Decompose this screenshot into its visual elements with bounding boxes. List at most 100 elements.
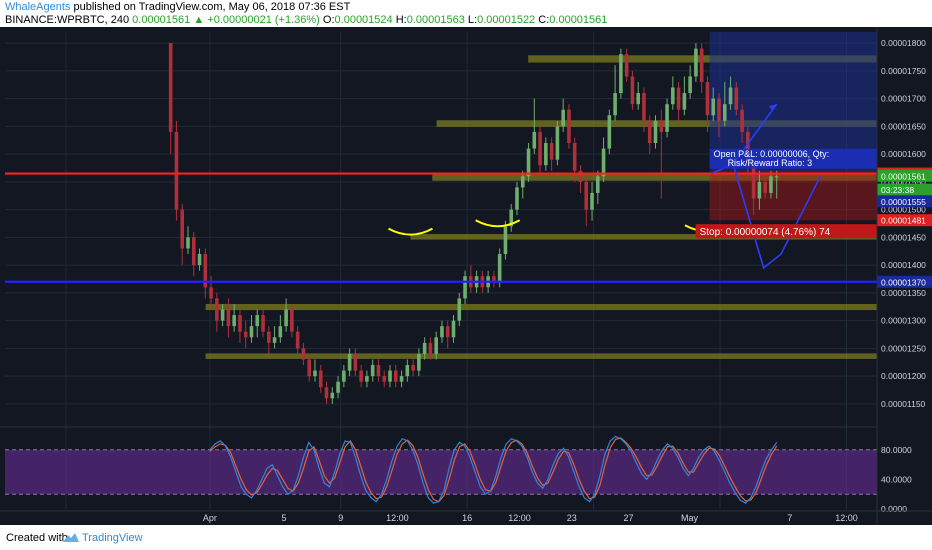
tradingview-brand[interactable]: TradingView (82, 532, 143, 544)
price-tick-label: 0.00001450 (881, 232, 926, 242)
time-tick-label: 12:00 (386, 513, 409, 523)
price-tick-label: 0.00001800 (881, 38, 926, 48)
candle-body (711, 98, 716, 116)
candle-body (584, 181, 589, 210)
time-tick-label: May (681, 513, 699, 523)
risk-reward-label: Risk/Reward Ratio: 3 (728, 158, 813, 168)
yellow-arc-annotation (388, 227, 433, 236)
candle-body (590, 192, 594, 210)
position-info-box (709, 148, 877, 169)
candle-body (682, 93, 687, 110)
candle-body (532, 131, 537, 149)
up-arrow-icon: ▲ (193, 14, 205, 26)
zone-rectangle (410, 234, 877, 240)
candle-body (607, 115, 612, 149)
price-tick-label: 0.00001550 (881, 177, 926, 187)
candle-body (307, 359, 312, 377)
candle-body (665, 104, 669, 132)
candle-body (492, 276, 496, 282)
candle-body (561, 109, 565, 127)
price-tick-label: 0.00001700 (881, 94, 926, 104)
candle-body (267, 331, 271, 343)
candle-body (428, 342, 433, 354)
candle-body (445, 326, 450, 338)
candle-body (763, 181, 767, 193)
candle-body (740, 109, 744, 132)
candle-body (238, 315, 242, 332)
close-value: 0.00001561 (549, 14, 608, 26)
candle-body (284, 309, 288, 327)
published-text: published on TradingView.com, May 06, 20… (73, 1, 351, 13)
candle-body (757, 181, 762, 199)
time-tick-label: 7 (787, 513, 792, 523)
price-label-tag (877, 214, 932, 227)
time-tick-label: 27 (623, 513, 633, 523)
candle-body (694, 48, 698, 77)
candle-body (168, 43, 173, 132)
candle-body (197, 254, 202, 266)
price-tick-label: 0.00001500 (881, 205, 926, 215)
oscillator-tick-label: 80.0000 (881, 445, 912, 455)
candle-body (671, 87, 675, 105)
candle-body (722, 104, 727, 121)
stop-loss-box (709, 170, 877, 221)
candle-body (613, 93, 617, 116)
projection-arrow-icon (768, 104, 777, 112)
candle-body (243, 331, 248, 338)
candle-body (347, 353, 352, 371)
candle-body (255, 315, 260, 327)
candle-body (624, 54, 629, 77)
candle-body (619, 54, 623, 94)
candle-body (699, 48, 704, 82)
footer: Created with TradingView (0, 525, 932, 550)
candle-body (318, 370, 323, 388)
candle-body (647, 120, 652, 144)
candle-body (342, 370, 346, 382)
candle-body (526, 148, 531, 177)
candle-body (572, 143, 577, 171)
price-tick-label: 0.00001400 (881, 260, 926, 270)
time-tick-label: 23 (567, 513, 577, 523)
candle-body (769, 176, 773, 193)
publisher-line: WhaleAgents published on TradingView.com… (5, 1, 350, 13)
price-label-text: 0.00001481 (881, 216, 926, 226)
candle-body (388, 370, 392, 382)
price-tick-label: 0.00001300 (881, 316, 926, 326)
ohlc-line: BINANCE:WPRBTC, 240 0.00001561 ▲ +0.0000… (5, 14, 607, 26)
candle-body (509, 209, 514, 227)
candle-body (370, 365, 375, 377)
candle-body (382, 376, 387, 382)
candle-body (215, 298, 219, 321)
price-label-text: 03:23:38 (881, 185, 914, 195)
candle-body (324, 387, 329, 399)
candle-body (642, 93, 646, 121)
candle-body (434, 337, 438, 354)
candle-body (359, 370, 363, 382)
candle-body (330, 392, 335, 399)
price-tick-label: 0.00001750 (881, 66, 926, 76)
price-tick-label: 0.00001250 (881, 343, 926, 353)
time-tick-label: 12:00 (835, 513, 858, 523)
price-tick-label: 0.00001600 (881, 149, 926, 159)
candle-body (751, 165, 756, 199)
last-price: 0.00001561 (132, 14, 191, 26)
candle-body (405, 365, 410, 377)
author-link[interactable]: WhaleAgents (5, 1, 71, 13)
candle-body (595, 176, 600, 193)
oscillator-tick-label: 0.0000 (881, 504, 907, 514)
candle-body (636, 93, 640, 105)
symbol-label[interactable]: BINANCE:WPRBTC, 240 (5, 14, 130, 26)
candle-body (336, 381, 340, 393)
candle-body (249, 326, 254, 338)
price-label-text: 0.00001555 (881, 197, 926, 207)
candle-body (734, 87, 739, 110)
candle-body (746, 131, 750, 166)
high-value: 0.00001563 (406, 14, 465, 26)
chart-canvas[interactable]: Open P&L: 0.00000006, Qty:Risk/Reward Ra… (0, 27, 932, 525)
candle-body (728, 87, 733, 105)
low-label: L: (467, 14, 478, 26)
candle-body (549, 143, 554, 160)
tradingview-logo-icon (63, 533, 79, 542)
candle-body (353, 353, 358, 371)
candle-body (520, 176, 525, 188)
